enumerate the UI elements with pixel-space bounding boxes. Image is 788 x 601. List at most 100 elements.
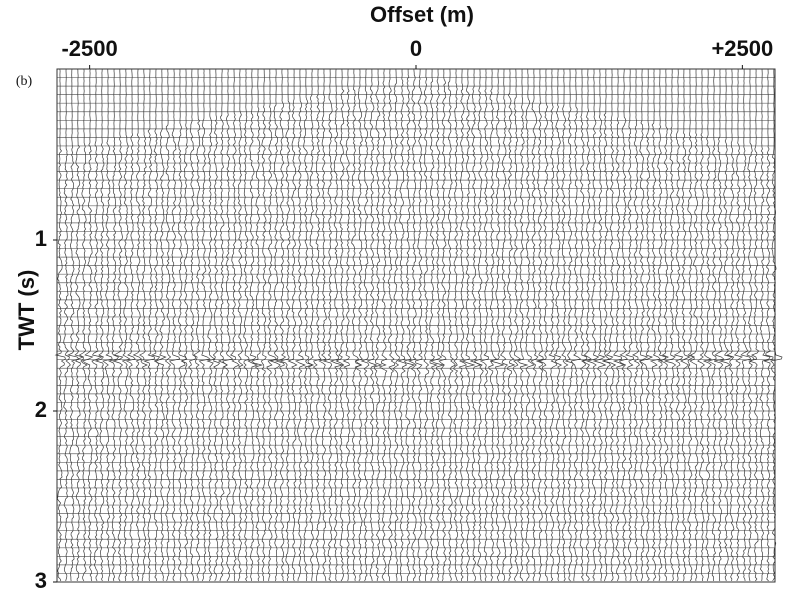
- trace-panel: [54, 68, 783, 583]
- wiggle-trace: [512, 68, 522, 582]
- wiggle-trace: [570, 68, 582, 582]
- wiggle-trace: [397, 68, 408, 582]
- wiggle-trace: [193, 68, 201, 582]
- wiggle-trace: [649, 68, 661, 582]
- y-tick-label: 3: [35, 568, 47, 593]
- wiggle-trace: [718, 68, 734, 582]
- wiggle-trace: [714, 68, 725, 582]
- wiggle-trace: [762, 68, 774, 582]
- wiggle-trace: [618, 68, 628, 582]
- wiggle-trace: [473, 68, 484, 582]
- wiggle-trace: [278, 68, 291, 582]
- wiggle-trace: [746, 69, 755, 582]
- wiggle-trace: [121, 68, 131, 582]
- wiggle-trace: [78, 68, 88, 582]
- wiggle-trace: [206, 68, 216, 582]
- wiggle-trace: [660, 68, 669, 582]
- wiggle-trace: [430, 68, 445, 582]
- wiggle-trace: [107, 68, 120, 582]
- wiggle-trace: [168, 69, 181, 582]
- wiggle-trace: [318, 68, 327, 582]
- wiggle-trace: [74, 68, 85, 582]
- wiggle-trace: [303, 68, 315, 582]
- wiggle-trace: [112, 68, 124, 582]
- wiggle-trace: [506, 68, 516, 582]
- wiggle-trace: [312, 68, 322, 582]
- wiggle-trace: [94, 68, 105, 582]
- wiggle-trace: [553, 68, 563, 582]
- wiggle-trace: [561, 68, 569, 582]
- wiggle-trace: [564, 68, 574, 582]
- wiggle-trace: [438, 68, 447, 582]
- wiggle-trace: [702, 68, 712, 582]
- wiggle-trace: [592, 68, 607, 582]
- wiggle-trace: [516, 68, 529, 582]
- wiggle-trace: [307, 68, 314, 582]
- wiggle-trace: [322, 68, 333, 582]
- wiggle-trace: [366, 68, 378, 582]
- wiggle-trace: [458, 68, 468, 581]
- wiggle-trace: [392, 68, 400, 582]
- x-tick-label: 0: [410, 36, 422, 61]
- y-axis-label: TWT (s): [14, 270, 39, 351]
- wiggle-trace: [269, 68, 281, 582]
- x-tick-label: +2500: [711, 36, 773, 61]
- wiggle-trace: [274, 68, 287, 582]
- wiggle-trace: [697, 68, 705, 582]
- wiggle-trace: [586, 69, 600, 582]
- wiggle-trace: [612, 68, 625, 582]
- wiggle-trace: [378, 68, 388, 582]
- wiggle-trace: [632, 68, 640, 582]
- wiggle-trace: [490, 68, 505, 582]
- wiggle-trace: [287, 68, 298, 582]
- wiggle-trace: [582, 68, 592, 582]
- wiggle-trace: [354, 68, 363, 582]
- wiggle-trace: [177, 68, 188, 582]
- wiggle-trace: [251, 68, 264, 582]
- wiggle-trace: [387, 68, 396, 582]
- wiggle-trace: [548, 68, 558, 582]
- wiggle-trace: [461, 68, 476, 582]
- wiggle-trace: [747, 68, 760, 582]
- wiggle-trace: [625, 68, 634, 582]
- wiggle-trace: [423, 68, 430, 582]
- wiggle-trace: [102, 68, 113, 582]
- wiggle-trace: [453, 68, 459, 582]
- wiggle-trace: [260, 68, 267, 582]
- wiggle-trace: [707, 68, 717, 582]
- wiggle-trace: [243, 68, 250, 582]
- wiggle-trace: [360, 68, 370, 582]
- wiggle-trace: [602, 68, 617, 582]
- wiggle-trace: [535, 68, 544, 582]
- wiggle-trace: [198, 68, 211, 582]
- wiggle-trace: [479, 68, 489, 582]
- wiggle-trace: [602, 68, 611, 582]
- wiggle-trace: [770, 68, 783, 582]
- wiggle-trace: [151, 68, 161, 582]
- wiggle-trace: [733, 68, 743, 582]
- wiggle-trace: [373, 68, 383, 582]
- wiggle-trace: [500, 69, 509, 582]
- wiggle-trace: [230, 69, 240, 581]
- wiggle-trace: [54, 68, 66, 582]
- wiggle-trace: [188, 68, 197, 582]
- wiggle-trace: [335, 68, 345, 582]
- wiggle-trace: [125, 68, 136, 582]
- wiggle-trace: [579, 68, 588, 582]
- wiggle-trace: [212, 68, 221, 582]
- wiggle-trace: [139, 68, 148, 582]
- wiggle-trace: [525, 68, 535, 582]
- wiggle-trace: [342, 68, 351, 582]
- wiggle-trace: [538, 68, 549, 582]
- chart-title: Offset (m): [370, 2, 474, 27]
- wiggle-trace: [689, 68, 699, 582]
- wiggle-trace: [164, 68, 172, 582]
- wiggle-trace: [680, 68, 691, 582]
- y-tick-label: 2: [35, 397, 47, 422]
- y-tick-label: 1: [35, 226, 47, 251]
- wiggle-trace: [407, 68, 417, 582]
- wiggle-trace: [664, 68, 677, 582]
- wiggle-trace: [673, 68, 684, 582]
- wiggle-trace: [67, 68, 80, 582]
